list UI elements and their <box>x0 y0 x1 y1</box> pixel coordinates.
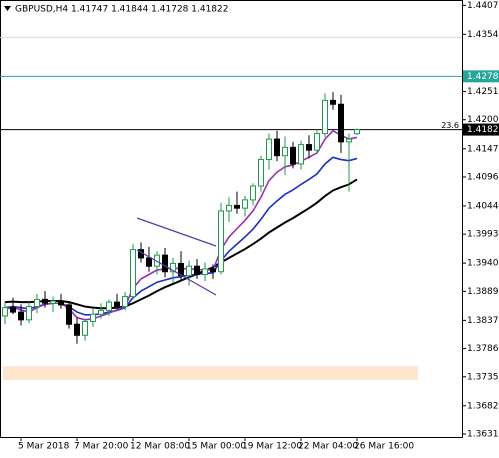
y-tick-label: 1.39930 <box>467 230 499 240</box>
candle-body <box>234 204 240 209</box>
candle-body <box>210 268 216 273</box>
y-tick-label: 1.43545 <box>467 30 499 40</box>
x-tick-label: 26 Mar 16:00 <box>354 442 414 452</box>
candle-body <box>106 301 112 311</box>
candle-body <box>250 185 256 201</box>
candle-body <box>74 323 80 336</box>
candle-body <box>90 313 96 322</box>
candle-body <box>18 311 24 321</box>
candle-body <box>154 254 160 267</box>
zone <box>3 366 418 381</box>
candle-body <box>10 307 16 313</box>
candle-body <box>266 138 272 161</box>
y-tick-label: 1.36825 <box>467 401 499 411</box>
y-tick-label: 1.40440 <box>467 201 499 211</box>
price-label-box <box>463 123 499 136</box>
candle-body <box>58 300 64 306</box>
y-tick-label: 1.42000 <box>467 115 499 125</box>
price-label-box <box>463 70 499 83</box>
y-tick-label: 1.38370 <box>467 316 499 326</box>
y-tick-label: 1.39405 <box>467 259 499 269</box>
candle-body <box>354 129 360 135</box>
candle-body <box>346 138 352 143</box>
candle-body <box>122 296 128 308</box>
price-label: 1.42785 <box>467 72 499 82</box>
price-label: 1.41822 <box>467 125 499 135</box>
candle-body <box>42 298 48 304</box>
x-tick-label: 5 Mar 2018 <box>18 442 70 452</box>
x-tick-label: 15 Mar 00:00 <box>186 442 246 452</box>
candle-body <box>282 146 288 157</box>
candle-body <box>34 298 40 308</box>
candle-body <box>186 265 192 277</box>
candle-body <box>130 249 136 298</box>
candle-body <box>194 265 200 275</box>
trendline <box>136 249 217 296</box>
candle-body <box>162 254 168 273</box>
y-tick-label: 1.44070 <box>467 1 499 11</box>
candle-body <box>330 99 336 105</box>
candle-body <box>26 306 32 321</box>
candle-body <box>242 199 248 209</box>
candle-body <box>114 301 120 308</box>
candle-body <box>50 300 56 304</box>
candle-body <box>218 210 224 273</box>
candle-body <box>2 307 8 317</box>
trendline <box>136 217 217 247</box>
fibo-label: 23.6 <box>441 121 459 130</box>
y-tick-label: 1.37350 <box>467 372 499 382</box>
candle-body <box>146 257 152 267</box>
candle-body <box>298 144 304 165</box>
candle-body <box>170 262 176 273</box>
y-tick-label: 1.37860 <box>467 344 499 354</box>
symbol-triangle <box>4 6 11 11</box>
candle-body <box>306 144 312 151</box>
candle-body <box>82 320 88 336</box>
candle-body <box>98 309 104 315</box>
candle-body <box>290 146 296 165</box>
y-tick-label: 1.42510 <box>467 87 499 97</box>
candle-body <box>322 99 328 135</box>
candle-body <box>258 159 264 187</box>
x-tick-label: 22 Mar 04:00 <box>298 442 358 452</box>
candle-body <box>338 103 344 143</box>
x-tick-label: 12 Mar 08:00 <box>130 442 190 452</box>
x-tick-label: 19 Mar 12:00 <box>242 442 302 452</box>
x-tick-label: 7 Mar 20:00 <box>74 442 129 452</box>
candle-body <box>274 138 280 157</box>
y-tick-label: 1.40965 <box>467 172 499 182</box>
chart-title: GBPUSD,H4 1.41747 1.41844 1.41728 1.4182… <box>15 5 228 15</box>
candle-body <box>202 268 208 275</box>
y-tick-label: 1.38895 <box>467 287 499 297</box>
y-tick-label: 1.41475 <box>467 144 499 154</box>
candle-body <box>226 204 232 212</box>
plot-frame <box>0 0 463 438</box>
candle-body <box>314 133 320 151</box>
candle-body <box>66 304 72 325</box>
